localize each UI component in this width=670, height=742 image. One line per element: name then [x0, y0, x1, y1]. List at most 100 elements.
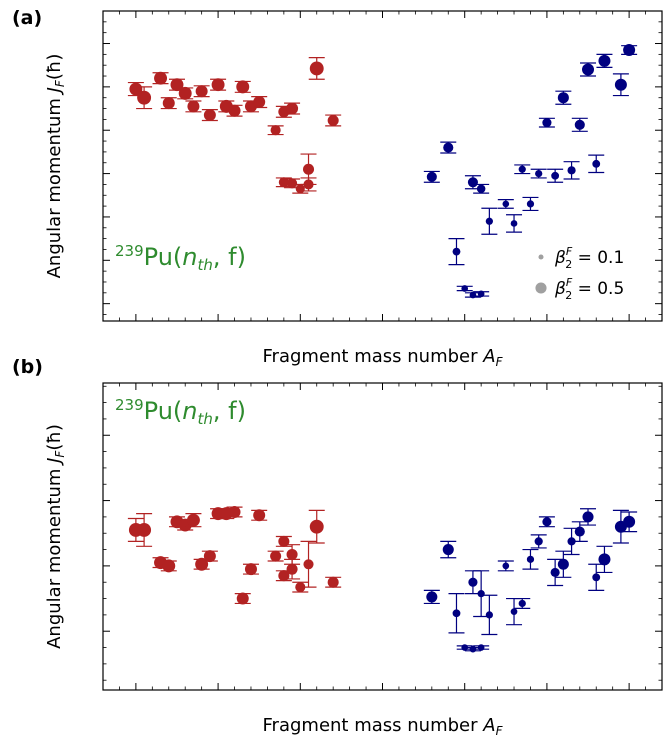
data-point-light — [178, 86, 192, 100]
text-part: Fragment mass number — [263, 346, 484, 367]
data-point-heavy — [582, 511, 594, 523]
text-part: 239 — [115, 242, 144, 260]
text-part: ( — [173, 397, 182, 425]
data-point-light — [186, 513, 200, 527]
text-part: (ħ) — [44, 54, 65, 81]
text-part: n — [182, 397, 197, 425]
data-point-heavy — [518, 599, 526, 608]
data-point-light — [287, 178, 298, 189]
text-part: Angular momentum — [44, 92, 65, 278]
data-point-light — [162, 97, 175, 110]
legend-label: βF 2 = 0.5 — [554, 276, 624, 302]
data-point-heavy — [598, 553, 611, 566]
data-point-light — [278, 177, 289, 188]
legend-marker — [538, 254, 544, 260]
data-point-light — [286, 563, 298, 575]
text-part: 239 — [115, 396, 144, 414]
data-point-heavy — [574, 119, 585, 130]
data-point-heavy — [461, 644, 469, 651]
text-part: ( — [173, 243, 182, 271]
data-point-heavy — [485, 611, 493, 619]
data-point-heavy — [452, 609, 461, 618]
text-part: (ħ) — [44, 424, 65, 451]
data-point-heavy — [592, 159, 601, 168]
data-point-light — [203, 550, 216, 563]
data-point-light — [303, 179, 314, 190]
data-point-heavy — [510, 608, 518, 615]
data-point-light — [137, 523, 152, 537]
data-point-light — [253, 509, 266, 522]
text-part: F — [566, 245, 573, 258]
data-point-heavy — [526, 200, 535, 208]
data-point-light — [309, 519, 324, 534]
data-point-light — [129, 82, 143, 96]
data-point-heavy — [574, 526, 585, 537]
data-point-heavy — [426, 171, 437, 182]
data-point-heavy — [623, 44, 636, 57]
data-point-heavy — [477, 644, 485, 651]
data-point-heavy — [582, 63, 595, 76]
text-part: Fragment mass number — [263, 715, 484, 736]
legend-label: βF 2 = 0.1 — [554, 245, 624, 271]
y-axis-label-group: Angular momentum JF(ħ) — [44, 424, 67, 649]
data-point-heavy — [542, 517, 552, 527]
data-point-light — [236, 80, 250, 94]
data-point-light — [211, 78, 225, 92]
data-point-heavy — [550, 567, 560, 578]
text-part: th — [198, 256, 213, 274]
data-point-heavy — [502, 200, 510, 208]
data-point-heavy — [598, 54, 611, 67]
text-part: β — [554, 248, 566, 268]
data-point-light — [327, 114, 339, 127]
data-point-light — [295, 582, 306, 593]
data-point-light — [253, 96, 266, 109]
text-part: = 0.1 — [572, 248, 624, 268]
data-point-heavy — [567, 166, 576, 175]
data-point-light — [278, 535, 290, 547]
plot-frame — [102, 10, 663, 322]
data-point-light — [295, 184, 305, 194]
text-part: = 0.5 — [572, 279, 624, 299]
data-point-heavy — [469, 291, 477, 299]
text-part: n — [182, 243, 197, 271]
data-point-light — [244, 563, 257, 576]
text-part: F — [566, 276, 573, 289]
data-point-light — [309, 61, 324, 76]
text-part: Angular momentum — [44, 463, 65, 649]
data-point-light — [187, 100, 200, 113]
legend-marker — [535, 282, 547, 294]
text-part: Pu — [144, 243, 173, 271]
data-point-heavy — [557, 92, 569, 104]
data-point-heavy — [442, 544, 454, 556]
text-part: 2 — [565, 289, 572, 302]
data-point-light — [236, 592, 249, 605]
data-point-heavy — [461, 285, 469, 292]
data-point-heavy — [443, 142, 454, 153]
data-point-heavy — [526, 555, 535, 563]
data-point-light — [270, 550, 282, 562]
y-axis-label: Angular momentum JF(ħ) — [44, 424, 67, 649]
data-point-heavy — [426, 591, 438, 603]
data-point-light — [228, 104, 241, 117]
data-point-heavy — [452, 247, 461, 256]
text-part: , f) — [213, 397, 246, 425]
text-part: J — [44, 87, 65, 95]
data-point-light — [154, 71, 168, 85]
data-point-heavy — [467, 177, 478, 188]
data-point-heavy — [551, 171, 560, 180]
text-part: F — [53, 79, 67, 87]
data-point-heavy — [534, 537, 543, 546]
x-axis-label: Fragment mass number AF — [263, 715, 504, 738]
text-part: 2 — [565, 258, 572, 271]
data-point-light — [286, 548, 298, 560]
text-part: Pu — [144, 397, 173, 425]
data-point-light — [228, 506, 241, 519]
data-point-heavy — [476, 184, 486, 194]
text-part: J — [44, 458, 65, 466]
data-point-heavy — [477, 290, 485, 298]
data-point-heavy — [535, 169, 543, 178]
data-point-heavy — [469, 645, 477, 653]
text-part: F — [496, 355, 504, 369]
